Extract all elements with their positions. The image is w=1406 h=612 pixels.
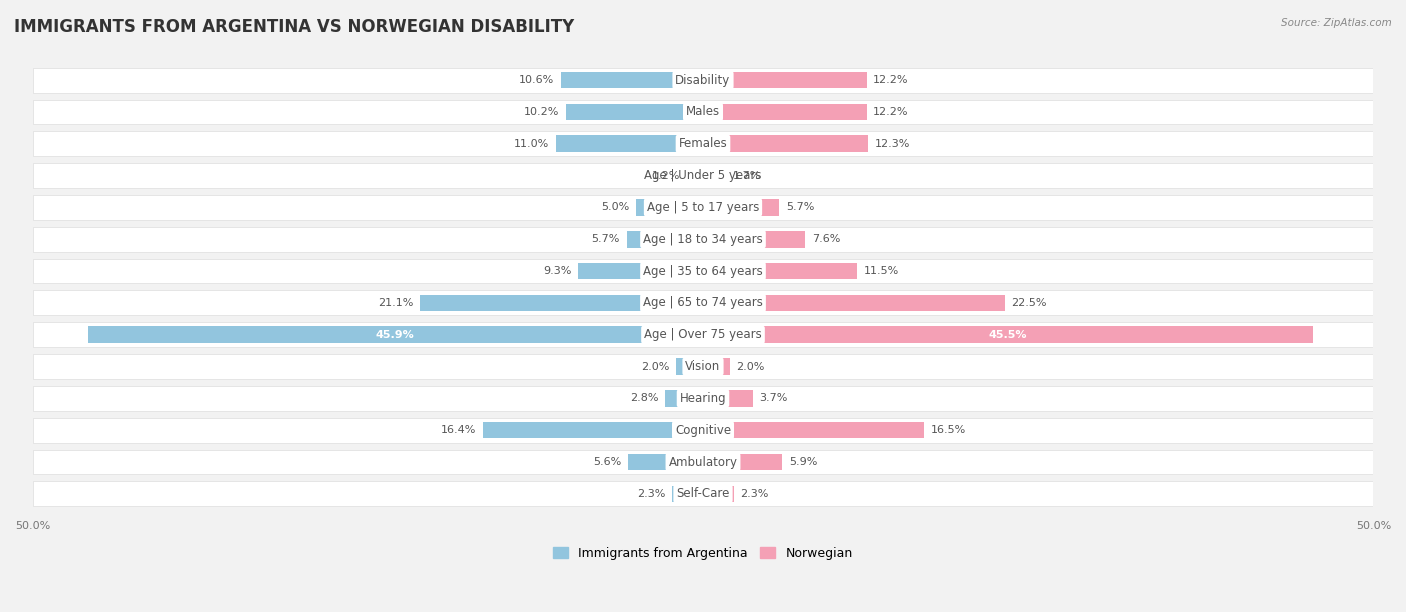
Bar bbox=[703, 72, 866, 88]
Text: 11.5%: 11.5% bbox=[863, 266, 900, 276]
Bar bbox=[567, 103, 703, 120]
Bar bbox=[561, 72, 703, 88]
Bar bbox=[703, 263, 858, 279]
Text: Ambulatory: Ambulatory bbox=[668, 455, 738, 469]
Text: 5.7%: 5.7% bbox=[786, 203, 814, 212]
Text: 2.8%: 2.8% bbox=[630, 394, 659, 403]
Bar bbox=[703, 103, 866, 120]
Text: 1.2%: 1.2% bbox=[652, 171, 681, 181]
Text: 45.5%: 45.5% bbox=[988, 330, 1028, 340]
Text: Source: ZipAtlas.com: Source: ZipAtlas.com bbox=[1281, 18, 1392, 28]
Bar bbox=[627, 231, 703, 247]
Bar bbox=[703, 294, 1005, 311]
Text: Age | Under 5 years: Age | Under 5 years bbox=[644, 169, 762, 182]
Bar bbox=[703, 135, 868, 152]
FancyBboxPatch shape bbox=[32, 259, 1374, 283]
FancyBboxPatch shape bbox=[32, 386, 1374, 411]
Bar bbox=[703, 422, 924, 438]
Bar bbox=[484, 422, 703, 438]
Text: 2.3%: 2.3% bbox=[637, 489, 665, 499]
Bar bbox=[672, 485, 703, 502]
Bar bbox=[703, 167, 725, 184]
Legend: Immigrants from Argentina, Norwegian: Immigrants from Argentina, Norwegian bbox=[548, 542, 858, 565]
Text: 11.0%: 11.0% bbox=[513, 139, 548, 149]
Bar bbox=[628, 453, 703, 470]
Bar bbox=[688, 167, 703, 184]
Text: 2.0%: 2.0% bbox=[737, 362, 765, 371]
Text: Females: Females bbox=[679, 137, 727, 151]
FancyBboxPatch shape bbox=[32, 100, 1374, 124]
FancyBboxPatch shape bbox=[32, 418, 1374, 442]
FancyBboxPatch shape bbox=[32, 132, 1374, 156]
Bar bbox=[703, 485, 734, 502]
Text: Vision: Vision bbox=[685, 360, 721, 373]
Bar bbox=[703, 199, 779, 215]
Text: 2.3%: 2.3% bbox=[741, 489, 769, 499]
Text: Age | Over 75 years: Age | Over 75 years bbox=[644, 328, 762, 341]
FancyBboxPatch shape bbox=[32, 323, 1374, 347]
FancyBboxPatch shape bbox=[32, 482, 1374, 506]
Bar bbox=[665, 390, 703, 406]
Text: 9.3%: 9.3% bbox=[543, 266, 572, 276]
FancyBboxPatch shape bbox=[32, 354, 1374, 379]
Text: IMMIGRANTS FROM ARGENTINA VS NORWEGIAN DISABILITY: IMMIGRANTS FROM ARGENTINA VS NORWEGIAN D… bbox=[14, 18, 574, 36]
Text: 45.9%: 45.9% bbox=[375, 330, 415, 340]
Text: Age | 18 to 34 years: Age | 18 to 34 years bbox=[643, 233, 763, 246]
Text: 22.5%: 22.5% bbox=[1011, 298, 1047, 308]
FancyBboxPatch shape bbox=[32, 227, 1374, 252]
Text: Age | 65 to 74 years: Age | 65 to 74 years bbox=[643, 296, 763, 310]
Text: 16.5%: 16.5% bbox=[931, 425, 966, 435]
Text: 7.6%: 7.6% bbox=[811, 234, 839, 244]
Text: 2.0%: 2.0% bbox=[641, 362, 669, 371]
Bar bbox=[676, 358, 703, 375]
Text: 21.1%: 21.1% bbox=[378, 298, 413, 308]
Bar bbox=[578, 263, 703, 279]
Text: 5.9%: 5.9% bbox=[789, 457, 817, 467]
Bar bbox=[636, 199, 703, 215]
Text: Disability: Disability bbox=[675, 73, 731, 87]
Bar bbox=[703, 231, 804, 247]
Bar bbox=[703, 326, 1313, 343]
Text: Males: Males bbox=[686, 105, 720, 119]
Text: 5.0%: 5.0% bbox=[600, 203, 630, 212]
Bar bbox=[703, 358, 730, 375]
FancyBboxPatch shape bbox=[32, 450, 1374, 474]
Text: 10.2%: 10.2% bbox=[524, 107, 560, 117]
Bar bbox=[555, 135, 703, 152]
Bar bbox=[87, 326, 703, 343]
Text: 5.7%: 5.7% bbox=[592, 234, 620, 244]
Bar bbox=[703, 453, 782, 470]
Text: 16.4%: 16.4% bbox=[441, 425, 477, 435]
Text: Cognitive: Cognitive bbox=[675, 424, 731, 437]
Text: 5.6%: 5.6% bbox=[593, 457, 621, 467]
Text: Age | 35 to 64 years: Age | 35 to 64 years bbox=[643, 264, 763, 278]
Text: Age | 5 to 17 years: Age | 5 to 17 years bbox=[647, 201, 759, 214]
Text: 3.7%: 3.7% bbox=[759, 394, 787, 403]
FancyBboxPatch shape bbox=[32, 195, 1374, 220]
Bar bbox=[703, 390, 752, 406]
Text: 10.6%: 10.6% bbox=[519, 75, 554, 85]
FancyBboxPatch shape bbox=[32, 291, 1374, 315]
Text: 12.3%: 12.3% bbox=[875, 139, 910, 149]
FancyBboxPatch shape bbox=[32, 68, 1374, 92]
Bar bbox=[420, 294, 703, 311]
Text: 12.2%: 12.2% bbox=[873, 107, 908, 117]
Text: Hearing: Hearing bbox=[679, 392, 727, 405]
Text: Self-Care: Self-Care bbox=[676, 487, 730, 501]
Text: 12.2%: 12.2% bbox=[873, 75, 908, 85]
Text: 1.7%: 1.7% bbox=[733, 171, 761, 181]
FancyBboxPatch shape bbox=[32, 163, 1374, 188]
